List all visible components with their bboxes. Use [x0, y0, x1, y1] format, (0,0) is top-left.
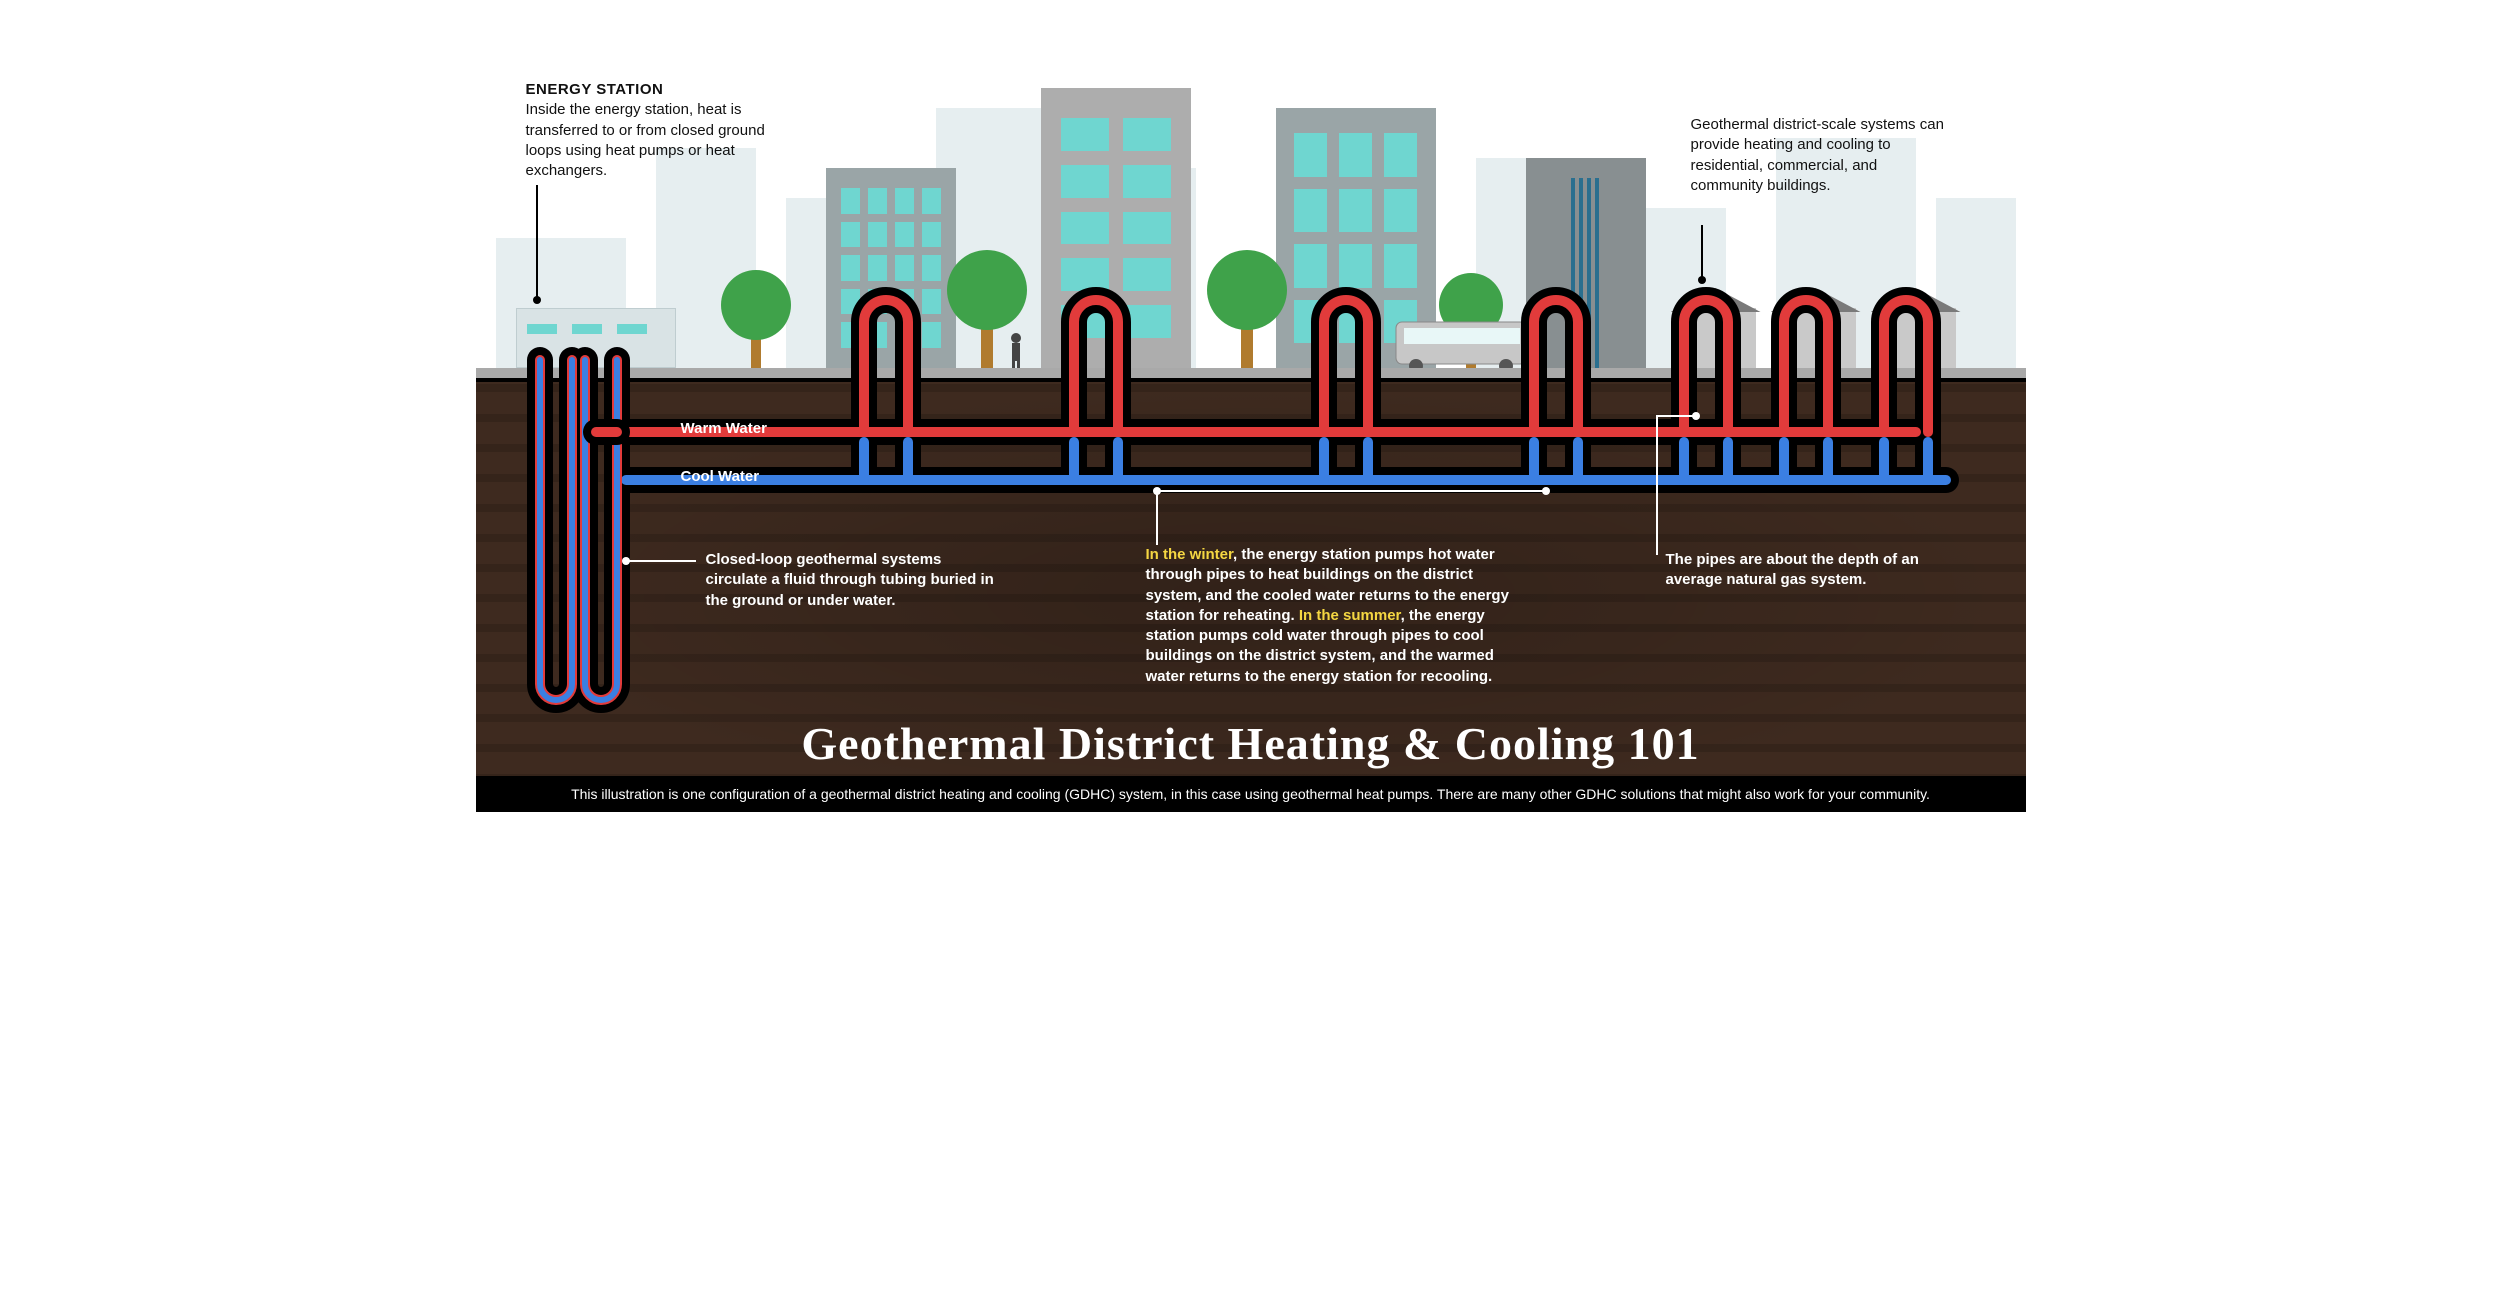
house	[1776, 308, 1856, 368]
cool-water-label: Cool Water	[681, 468, 760, 485]
winter-tag: In the winter	[1146, 546, 1234, 563]
building	[1041, 88, 1191, 368]
building	[826, 168, 956, 368]
seasons-callout: In the winter, the energy station pumps …	[1146, 545, 1526, 687]
leader-dot	[622, 557, 630, 565]
depth-callout: The pipes are about the depth of an aver…	[1666, 550, 1946, 591]
district-scale-callout: Geothermal district-scale systems can pr…	[1691, 115, 1951, 196]
leader-line	[1701, 225, 1703, 280]
window	[617, 324, 647, 334]
building	[1276, 108, 1436, 368]
leader-dot	[533, 296, 541, 304]
window	[527, 324, 557, 334]
energy-station-building	[516, 308, 676, 368]
energy-station-body: Inside the energy station, heat is trans…	[526, 100, 796, 181]
energy-station-head: ENERGY STATION	[526, 80, 796, 100]
infographic-canvas: Warm Water Cool Water ENERGY STATION Ins…	[476, 0, 2026, 812]
house	[1676, 308, 1756, 368]
window	[572, 324, 602, 334]
leader-line	[1156, 490, 1546, 492]
footer-caption: This illustration is one configuration o…	[476, 776, 2026, 812]
building	[1526, 158, 1646, 368]
ground-surface-line	[476, 378, 2026, 382]
leader-line	[1656, 415, 1696, 417]
leader-line	[1156, 490, 1158, 545]
main-title: Geothermal District Heating & Cooling 10…	[476, 717, 2026, 770]
leader-dot	[1692, 412, 1700, 420]
leader-line	[626, 560, 696, 562]
summer-tag: In the summer	[1299, 607, 1401, 624]
energy-station-callout: ENERGY STATION Inside the energy station…	[526, 80, 796, 181]
leader-line	[1656, 415, 1658, 555]
leader-dot	[1698, 276, 1706, 284]
leader-line	[536, 185, 538, 300]
house	[1876, 308, 1956, 368]
building-stripe	[1571, 178, 1601, 368]
closed-loop-callout: Closed-loop geothermal systems circulate…	[706, 550, 1006, 611]
warm-water-label: Warm Water	[681, 420, 767, 437]
leader-dot	[1542, 487, 1550, 495]
